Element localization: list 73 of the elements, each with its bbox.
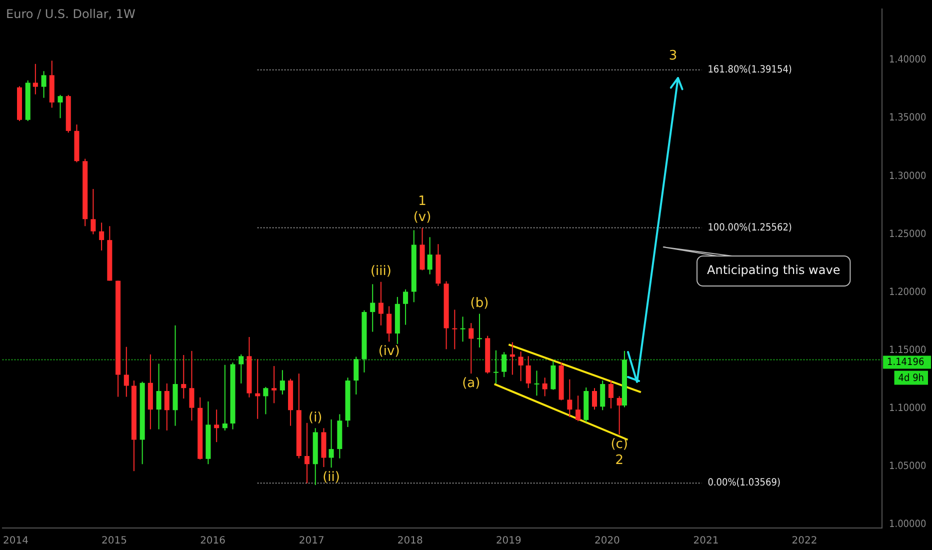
candlestick [567,378,572,418]
candlestick [156,363,162,430]
candlestick [460,316,466,342]
candlestick [526,356,531,389]
candlestick [452,309,458,350]
annotation: (iv) [378,344,400,360]
candlestick [32,63,38,95]
candlestick [189,350,194,422]
annotation: 2 [615,452,624,468]
candlestick [272,366,277,404]
x-tick-label: 2016 [200,536,226,547]
candlestick [58,94,63,119]
candlestick [608,380,614,409]
candlestick [542,377,548,397]
candlestick [468,322,474,374]
x-tick-label: 2014 [3,536,28,547]
x-tick-label: 2022 [792,536,818,547]
ref-line-label: 161.80%(1.39154) [708,64,792,76]
candlestick [99,222,104,252]
annotation: (c) [610,436,628,452]
y-tick-label: 1.40000 [889,54,926,66]
annotation: (i) [308,410,322,426]
candlestick [386,306,392,342]
candlestick [222,364,228,431]
candlestick [592,388,598,410]
candlestick [280,370,285,395]
candlestick [616,396,622,436]
candlestick [518,351,524,382]
ref-line-label: 1.14196 [887,356,924,368]
candlestick [427,236,432,275]
annotation: Anticipating this wave [707,263,840,278]
candlestick [534,370,540,396]
ref-line-label: 100.00%(1.25562) [708,222,792,234]
candlestick [90,188,96,235]
annotation: 3 [668,48,678,64]
y-tick-label: 1.15000 [889,344,926,356]
annotation: 1 [418,194,426,210]
ref-line-label: 0.00%(1.03569) [708,478,780,489]
y-tick-label: 1.00000 [889,519,926,530]
candlestick [576,395,581,422]
candlestick [164,382,170,431]
candlestick [476,313,482,348]
y-tick-label: 1.20000 [889,286,926,298]
chart-title: Euro / U.S. Dollar, 1W [6,7,136,21]
candlestick [403,288,408,326]
y-tick-label: 1.10000 [889,403,926,414]
candlestick [263,386,268,415]
candlestick [181,354,186,400]
annotation: (v) [413,210,432,226]
annotation: (iii) [370,264,392,280]
candlestick [370,284,376,332]
candlestick [378,281,384,326]
x-tick-label: 2015 [102,536,127,547]
y-tick-label: 1.30000 [889,170,926,182]
candlestick [600,380,606,411]
x-tick-label: 2021 [693,536,719,547]
x-tick-label: 2018 [397,536,423,547]
text: 4d 9h [898,372,924,384]
annotation: (b) [470,296,489,312]
annotation: (a) [462,376,480,391]
candlestick [124,346,129,398]
candlestick [328,418,334,468]
y-tick-label: 1.05000 [889,461,926,472]
candlestick [214,409,220,443]
x-tick-label: 2019 [496,536,522,547]
candlestick [304,422,310,484]
candlestick [550,360,556,390]
y-tick-label: 1.25000 [889,228,926,240]
x-tick-label: 2020 [594,536,620,547]
candlestick [41,70,46,98]
x-tick-label: 2017 [298,536,324,547]
y-tick-label: 1.35000 [889,112,926,124]
annotation: (ii) [322,470,340,485]
